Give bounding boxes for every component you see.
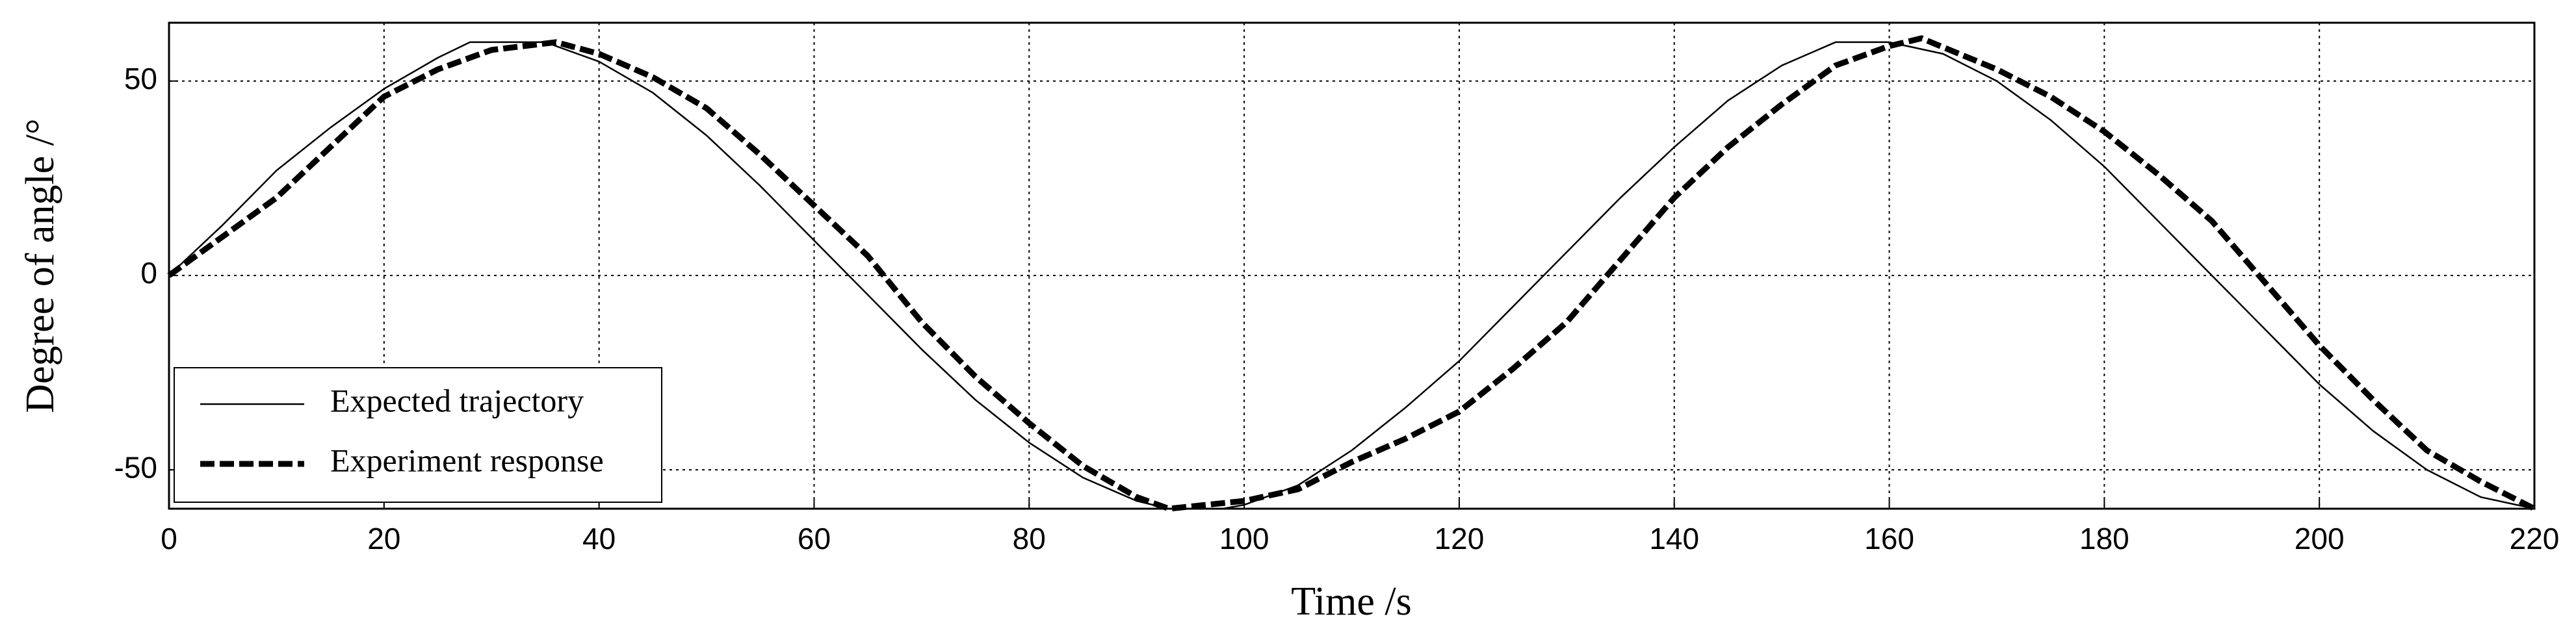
x-tick-label: 140 (1649, 522, 1699, 555)
x-axis-label: Time /s (1291, 580, 1412, 624)
x-tick-label: 0 (161, 522, 177, 555)
x-tick-label: 180 (2079, 522, 2129, 555)
y-tick-label: 50 (124, 62, 157, 96)
x-tick-label: 40 (582, 522, 616, 555)
x-tick-label: 200 (2295, 522, 2345, 555)
series-line (167, 35, 2536, 512)
legend-label: Experiment response (330, 442, 604, 478)
x-tick-label: 120 (1435, 522, 1485, 555)
x-tick-label: 160 (1864, 522, 1914, 555)
plot-frame (168, 21, 2536, 510)
y-axis-label: Degree of angle /° (18, 118, 62, 413)
x-tick-label: 220 (2510, 522, 2560, 555)
legend-label: Expected trajectory (330, 382, 584, 418)
series-line (168, 41, 2535, 510)
y-tick-label: 0 (140, 256, 157, 290)
y-tick-label: -50 (114, 450, 157, 484)
x-tick-label: 80 (1013, 522, 1046, 555)
x-tick-label: 20 (367, 522, 400, 555)
x-tick-label: 100 (1219, 522, 1269, 555)
x-tick-label: 60 (798, 522, 831, 555)
legend-box (174, 367, 662, 503)
